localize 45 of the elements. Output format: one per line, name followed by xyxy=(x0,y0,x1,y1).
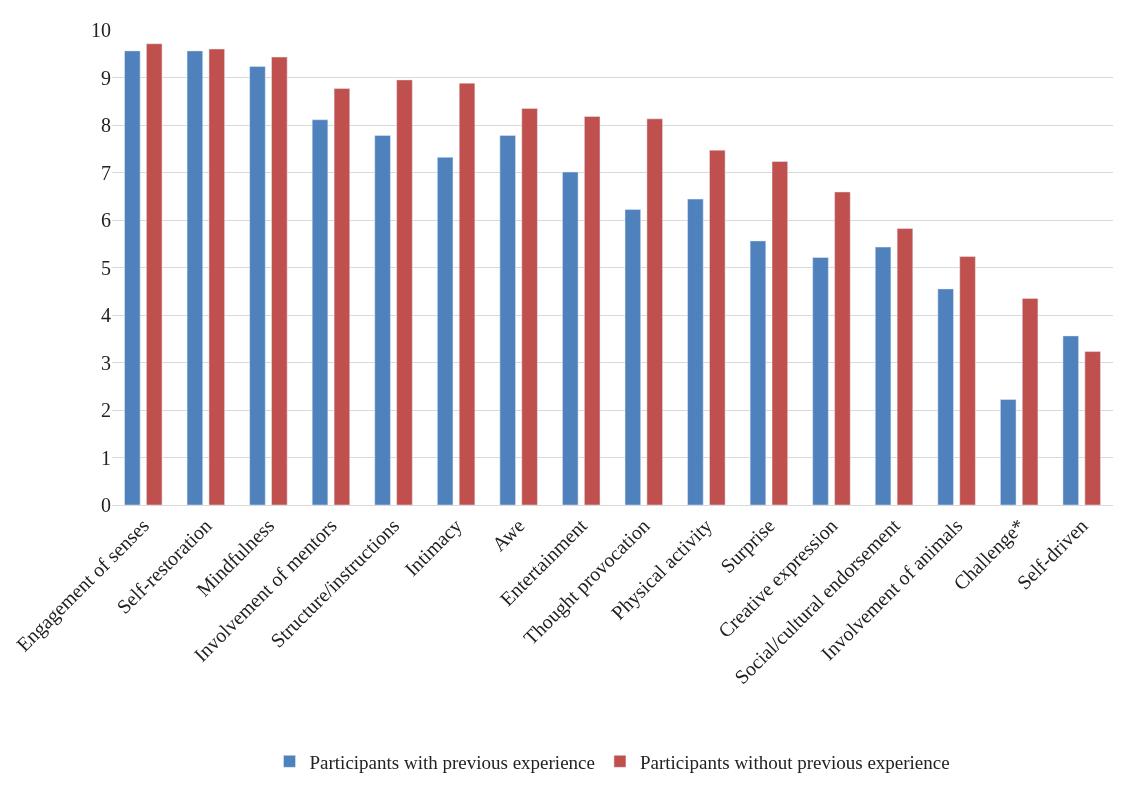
bar xyxy=(1000,399,1017,505)
bar xyxy=(311,119,329,505)
bar xyxy=(271,56,288,505)
bar xyxy=(124,50,141,505)
bar xyxy=(208,48,225,505)
bar xyxy=(374,135,391,505)
legend-label: Participants without previous experience xyxy=(639,751,950,773)
bar xyxy=(458,82,476,505)
bar xyxy=(437,157,454,505)
bar xyxy=(937,288,954,505)
bar xyxy=(499,135,516,505)
bar xyxy=(521,108,538,505)
y-tick-label: 4 xyxy=(101,304,111,326)
y-tick-label: 8 xyxy=(101,114,111,136)
bar xyxy=(396,79,413,505)
bar xyxy=(1062,335,1079,505)
bar xyxy=(186,50,203,505)
legend-label: Participants with previous experience xyxy=(309,751,595,773)
bar xyxy=(709,149,726,505)
y-tick-label: 2 xyxy=(101,399,111,421)
bar xyxy=(749,240,767,505)
y-tick-label: 9 xyxy=(101,66,111,89)
bar xyxy=(146,43,163,505)
bar xyxy=(812,257,829,505)
bar xyxy=(896,228,914,505)
y-tick-label: 7 xyxy=(101,161,111,184)
bar xyxy=(1084,351,1101,505)
y-tick-label: 1 xyxy=(101,446,111,469)
bar xyxy=(1022,298,1039,505)
bar xyxy=(771,161,788,505)
y-tick-label: 6 xyxy=(101,209,111,231)
bar xyxy=(875,246,892,505)
y-tick-label: 10 xyxy=(91,19,111,41)
bar xyxy=(834,191,851,505)
bar xyxy=(687,198,704,505)
bar xyxy=(562,171,579,505)
bar xyxy=(646,118,663,505)
y-tick-label: 0 xyxy=(101,494,111,516)
bar xyxy=(959,256,976,505)
bar xyxy=(584,116,601,505)
bar xyxy=(249,66,266,505)
bar xyxy=(624,209,641,505)
y-tick-label: 3 xyxy=(101,351,111,374)
y-tick-label: 5 xyxy=(101,256,111,279)
bar xyxy=(333,88,350,505)
